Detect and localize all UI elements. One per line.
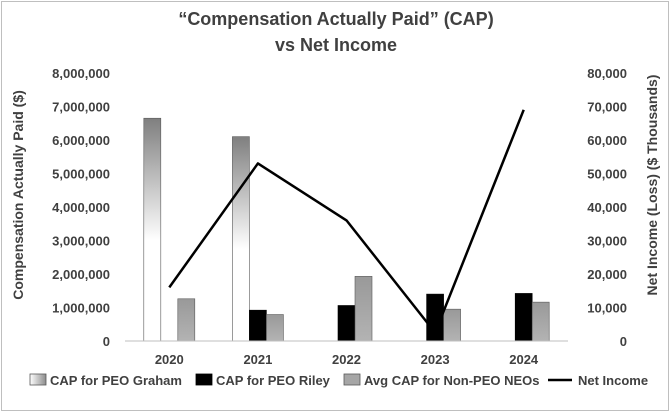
legend-label-net-income: Net Income [578,373,648,388]
y-left-tick-label: 1,000,000 [52,301,110,316]
y-right-tick-label: 60,000 [587,133,627,148]
bar-avg-cap-for-non-peo-neos-2022 [355,276,372,341]
legend: CAP for PEO Graham CAP for PEO Riley Avg C… [30,373,648,388]
y-left-tick-label: 5,000,000 [52,167,110,182]
y-right-tick-label: 20,000 [587,267,627,282]
y-right-tick-label: 30,000 [587,234,627,249]
bar-cap-for-peo-graham-2021 [232,137,249,341]
bar-cap-for-peo-riley-2021 [249,310,266,341]
x-tick-labels: 2020 2021 2022 2023 2024 [155,352,539,367]
y-left-tick-labels: 0 1,000,000 2,000,000 3,000,000 4,000,000 5,0… [52,66,110,349]
x-tick-label: 2021 [243,352,272,367]
y-right-tick-label: 10,000 [587,301,627,316]
y-left-tick-label: 6,000,000 [52,133,110,148]
legend-label-cap-for-peo-riley: CAP for PEO Riley [216,373,331,388]
y-right-tick-label: 80,000 [587,66,627,81]
bar-avg-cap-for-non-peo-neos-2020 [178,299,195,341]
y-right-tick-label: 40,000 [587,200,627,215]
bar-avg-cap-for-non-peo-neos-2023 [444,309,461,341]
legend-label-avg-cap-for-non-peo-neos: Avg CAP for Non-PEO NEOs [364,373,540,388]
chart-title: “Compensation Actually Paid” (CAP) [178,9,493,29]
series-line-net-income [169,110,523,333]
y-left-tick-label: 3,000,000 [52,234,110,249]
x-tick-label: 2020 [155,352,184,367]
y-right-tick-label: 70,000 [587,100,627,115]
y-left-tick-label: 8,000,000 [52,66,110,81]
x-tick-label: 2023 [421,352,450,367]
y-right-tick-label: 0 [620,334,627,349]
bar-cap-for-peo-graham-2020 [144,118,161,341]
y-right-tick-label: 50,000 [587,167,627,182]
y-left-axis-label: Compensation Actually Paid ($) [10,90,26,300]
legend-swatch-avg-cap-for-non-peo-neos [344,374,360,385]
x-tick-label: 2022 [332,352,361,367]
legend-label-cap-for-peo-graham: CAP for PEO Graham [50,373,182,388]
y-left-tick-label: 2,000,000 [52,267,110,282]
bars [144,118,549,341]
bar-cap-for-peo-riley-2022 [338,305,355,341]
y-right-tick-labels: 0 10,000 20,000 30,000 40,000 50,000 60,000 70,… [587,66,627,349]
y-right-axis-label: Net Income (Loss) ($ Thousands) [644,75,660,296]
y-left-tick-label: 0 [103,334,110,349]
bar-cap-for-peo-riley-2024 [515,293,532,341]
bar-avg-cap-for-non-peo-neos-2021 [266,315,283,341]
chart-subtitle: vs Net Income [275,35,397,55]
legend-swatch-cap-for-peo-graham [30,374,46,385]
y-left-tick-label: 4,000,000 [52,200,110,215]
bar-avg-cap-for-non-peo-neos-2024 [532,302,549,341]
y-left-tick-label: 7,000,000 [52,100,110,115]
x-tick-label: 2024 [509,352,539,367]
legend-swatch-cap-for-peo-riley [196,374,212,385]
